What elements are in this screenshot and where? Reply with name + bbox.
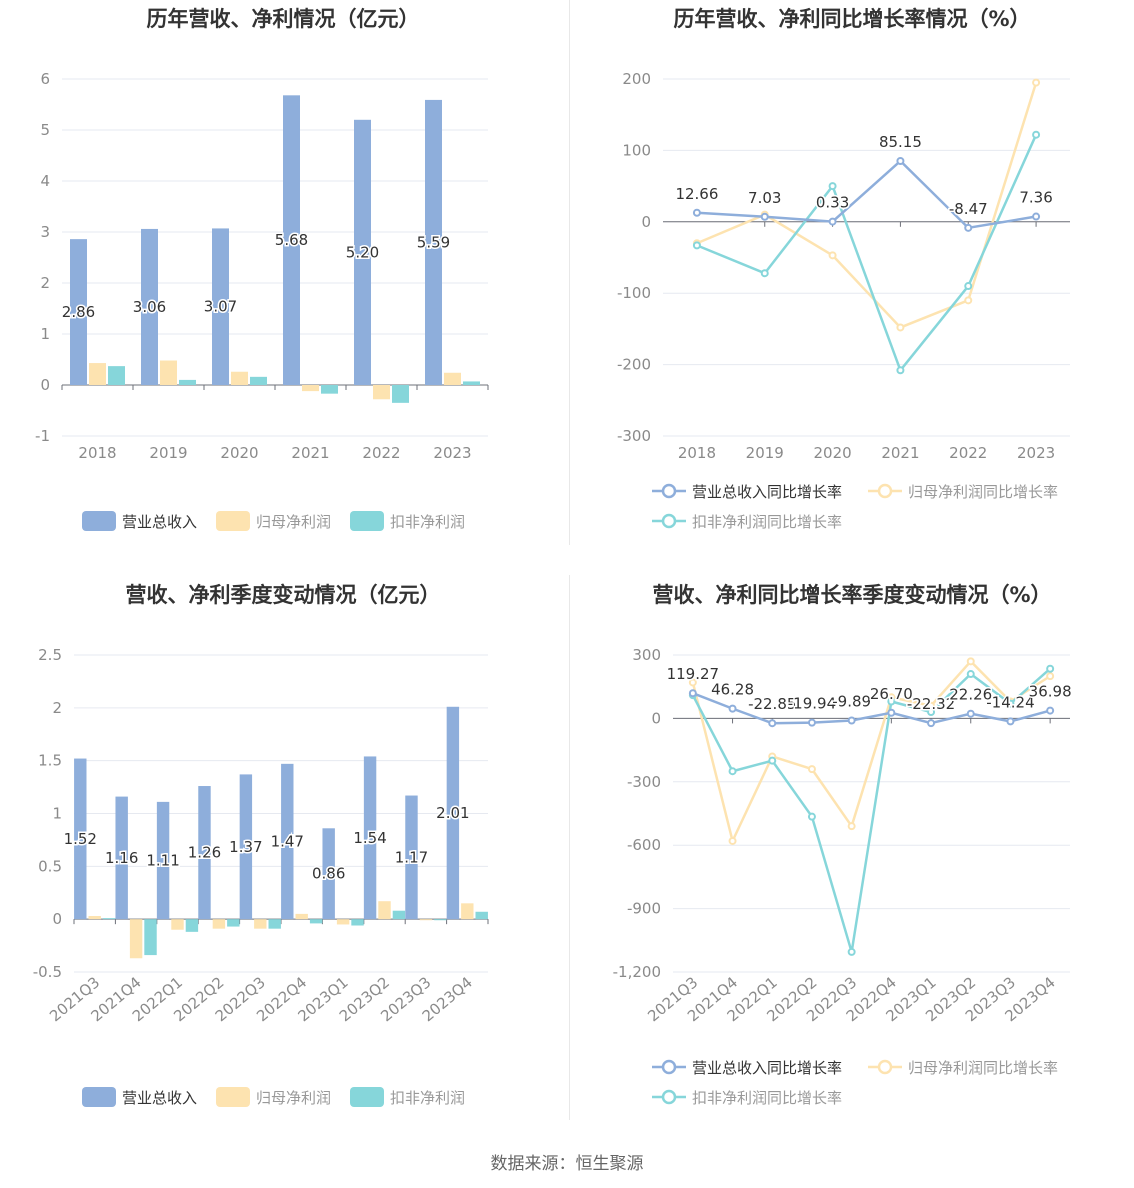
data-source-footer: 数据来源：恒生聚源 <box>490 1154 644 1174</box>
panel-divider-top <box>569 0 570 545</box>
chart-panel-annual-revenue <box>0 0 567 580</box>
panel-divider-bottom <box>569 575 570 1120</box>
chart-panel-annual-growth <box>567 0 1134 580</box>
chart-panel-quarterly-revenue <box>0 575 567 1155</box>
chart-panel-quarterly-growth <box>567 575 1134 1155</box>
